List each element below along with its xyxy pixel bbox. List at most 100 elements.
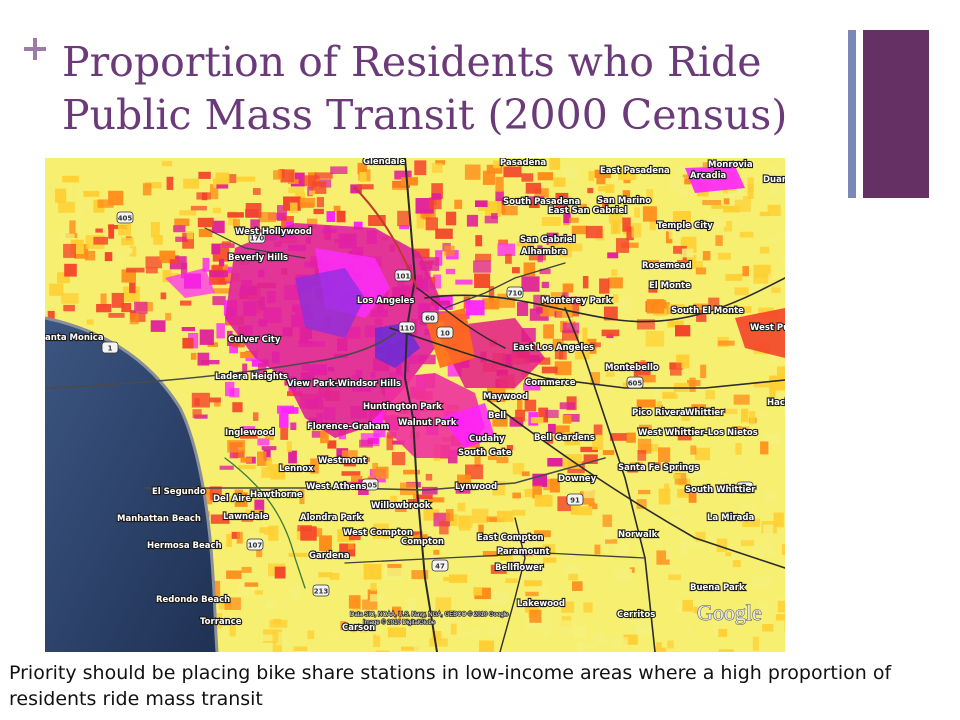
census-tract [778, 596, 785, 601]
census-tract [77, 186, 85, 198]
census-tract [288, 450, 297, 464]
census-tract [457, 502, 466, 512]
census-tract [261, 467, 276, 478]
census-tract [633, 361, 651, 377]
census-tract [435, 228, 453, 239]
census-tract [484, 215, 498, 224]
census-tract [781, 181, 785, 189]
census-tract [723, 198, 730, 205]
census-tract [592, 434, 604, 450]
census-tract [363, 169, 371, 182]
place-label: Haci [767, 398, 785, 408]
census-tract [547, 458, 563, 467]
census-tract [256, 547, 263, 558]
census-tract [445, 509, 454, 522]
census-tract [537, 582, 544, 591]
slide-title: Proportion of Residents who Ride Public … [62, 38, 788, 139]
census-tract [459, 515, 471, 531]
place-label: West Hollywood [235, 227, 312, 237]
highway-shield-number: 107 [248, 542, 263, 550]
census-tract [368, 215, 386, 226]
census-tract [233, 219, 240, 228]
place-label: West Puente V [750, 323, 785, 333]
census-tract [445, 268, 456, 275]
census-tract [680, 541, 688, 556]
place-label: Willowbrook [371, 501, 431, 511]
census-tract [431, 300, 450, 306]
census-tract [740, 540, 755, 547]
census-tract [121, 303, 132, 313]
census-tract [752, 542, 771, 555]
census-tract [572, 302, 580, 317]
census-tract [763, 433, 780, 445]
census-tract [717, 613, 733, 623]
census-tract [742, 421, 748, 438]
census-tract [691, 307, 704, 312]
census-tract [272, 630, 279, 643]
census-tract [329, 573, 340, 580]
census-tract [686, 469, 705, 478]
census-tract [352, 457, 370, 462]
census-tract [121, 269, 136, 283]
census-tract [532, 485, 542, 499]
census-tract [478, 524, 484, 540]
census-tract [244, 582, 259, 587]
place-label: Paramount [497, 547, 550, 557]
highway-shield-number: 710 [508, 290, 523, 298]
place-label: West Whittier-Los Nietos [638, 428, 758, 438]
census-tract [562, 330, 579, 341]
census-tract [503, 166, 522, 178]
census-tract [629, 567, 635, 573]
highway-shield-number: 91 [570, 497, 580, 505]
census-tract [197, 352, 210, 366]
census-tract [608, 609, 620, 615]
census-tract [694, 447, 710, 461]
census-tract [622, 190, 631, 202]
census-tract [673, 474, 681, 479]
census-tract [118, 224, 131, 236]
census-tract [336, 210, 346, 223]
census-tract [749, 411, 756, 425]
census-tract [201, 360, 220, 365]
highway-shield-number: 105 [363, 482, 378, 490]
census-tract [512, 267, 520, 274]
census-tract [251, 359, 269, 367]
census-tract [340, 621, 346, 631]
highway-shields: 405 170 101 110 710 60 10 605 105 91 39 107 213 47 1 [101, 211, 754, 597]
census-tract [549, 158, 561, 170]
census-tract [534, 530, 551, 538]
census-tract [482, 298, 500, 310]
census-tract [390, 495, 398, 507]
place-label: East Pasadena [600, 166, 670, 176]
census-tract [216, 323, 225, 339]
census-tract [473, 260, 491, 273]
census-tract [496, 510, 514, 522]
census-tract [594, 495, 600, 503]
highway-shield-icon: 405 [116, 211, 134, 224]
highway-shield-icon: 1 [101, 341, 119, 354]
census-tract [454, 199, 463, 209]
census-tract [582, 276, 589, 289]
census-tract [241, 517, 254, 522]
place-label: Santa Fe Springs [618, 463, 699, 473]
place-label: Hermosa Beach [147, 541, 222, 551]
census-tract [512, 463, 525, 475]
place-label: Norwalk [618, 530, 658, 540]
census-tract [431, 193, 442, 200]
place-label: Cudahy [469, 434, 505, 444]
census-tract [83, 190, 100, 197]
place-label: Maywood [483, 392, 528, 402]
census-tract [182, 337, 194, 349]
census-tract [612, 294, 619, 304]
census-tract [638, 424, 652, 431]
census-tract [691, 404, 706, 411]
slide-caption: Priority should be placing bike share st… [9, 662, 892, 710]
census-tract [253, 412, 259, 421]
census-tract [226, 496, 243, 503]
census-tract [562, 283, 574, 293]
census-tract [375, 650, 390, 652]
census-tract [231, 531, 240, 539]
census-tract [401, 646, 419, 651]
census-tract [516, 241, 535, 247]
census-tract [498, 239, 508, 245]
